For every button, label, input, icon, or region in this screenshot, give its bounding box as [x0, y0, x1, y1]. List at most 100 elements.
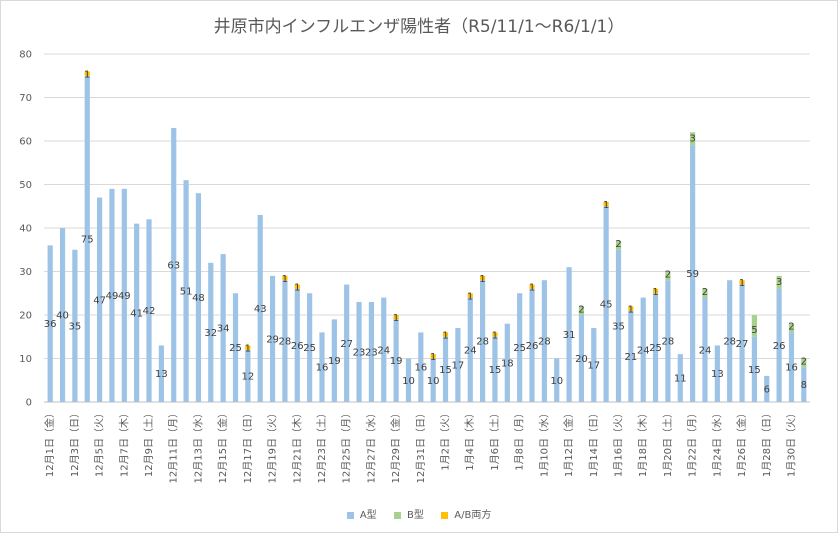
data-label: 34: [217, 324, 230, 335]
bar-segment: [751, 315, 757, 337]
bar-segment: [492, 336, 498, 402]
data-label: 17: [587, 361, 600, 372]
data-label: 2: [702, 287, 708, 298]
bar-segment: [751, 336, 757, 402]
x-tick-label: 12月23日（土）: [315, 408, 328, 483]
bar-segment: [480, 275, 486, 281]
bar-segment: [232, 293, 239, 402]
data-label: 29: [266, 334, 279, 345]
chart-title: 井原市内インフルエンザ陽性者（R5/11/1～R6/1/1）: [213, 17, 625, 37]
bar-segment: [492, 332, 498, 337]
bar-segment: [529, 288, 535, 402]
x-tick-label: 1月18日（木）: [637, 408, 649, 477]
bar-segment: [442, 336, 449, 402]
data-label: 31: [563, 330, 576, 341]
data-label: 3: [776, 277, 782, 288]
x-tick-label: 12月17日（日）: [242, 408, 254, 483]
bar-segment: [714, 345, 720, 402]
x-tick-label: 1月8日（月）: [514, 408, 526, 471]
data-label: 6: [764, 384, 770, 395]
data-label: 1: [628, 304, 634, 315]
data-label: 24: [637, 345, 650, 356]
bar-segment: [245, 349, 251, 402]
x-tick-label: 1月24日（水）: [711, 408, 723, 477]
x-tick-label: 12月9日（土）: [142, 408, 155, 477]
legend-item-b[interactable]: B型: [393, 506, 424, 521]
bar-segment: [368, 301, 374, 402]
y-tick-label: 60: [19, 137, 32, 148]
data-label: 28: [538, 337, 551, 348]
data-label: 23: [353, 347, 366, 358]
legend-swatch-a: [346, 511, 354, 519]
legend-label-b: B型: [407, 510, 424, 521]
data-label: 19: [328, 356, 341, 367]
x-tick-label: 12月3日（日）: [69, 408, 81, 477]
x-tick-label: 12月31日（日）: [415, 408, 427, 483]
bar-segment: [566, 267, 572, 402]
data-label: 15: [489, 365, 502, 376]
bar-segment: [529, 284, 535, 289]
x-tick-label: 12月25日（月）: [341, 408, 353, 483]
legend-item-ab[interactable]: A/B両方: [441, 506, 491, 521]
x-tick-label: 1月16日（火）: [613, 408, 625, 477]
x-tick-label: 1月14日（日）: [588, 408, 600, 477]
bar-segment: [97, 197, 103, 402]
legend-item-a[interactable]: A型: [346, 506, 377, 521]
data-label: 47: [93, 295, 106, 306]
x-tick-label: 12月1日（金）: [43, 408, 56, 477]
data-label: 10: [402, 376, 415, 387]
data-label: 2: [801, 357, 807, 368]
bar-segment: [739, 280, 745, 285]
x-tick-label: 1月22日（月）: [687, 408, 699, 477]
bar-segment: [307, 293, 313, 402]
x-tick-label: 1月26日（金）: [735, 408, 748, 477]
data-label: 49: [106, 291, 119, 302]
y-tick-label: 80: [19, 50, 32, 61]
bar-segment: [640, 297, 646, 402]
x-tick-label: 1月12日（金）: [562, 408, 575, 477]
x-tick-label: 12月19日（火）: [267, 408, 279, 483]
bar-segment: [455, 328, 461, 402]
data-label: 15: [748, 365, 761, 376]
bar-segment: [801, 358, 807, 368]
bar-segment: [72, 249, 78, 402]
bar-segment: [59, 228, 66, 402]
data-label: 19: [390, 356, 403, 367]
bar-segment: [615, 241, 622, 250]
bar-segment: [269, 275, 276, 402]
bar-segment: [393, 315, 399, 320]
data-label: 16: [414, 363, 427, 374]
data-label: 16: [785, 363, 798, 374]
data-label: 1: [492, 330, 498, 341]
data-label: 1: [84, 69, 90, 80]
data-label: 25: [229, 343, 242, 354]
bar-segment: [405, 358, 412, 402]
bar-segment: [331, 319, 337, 402]
bar-segment: [603, 201, 609, 207]
data-label: 28: [723, 337, 736, 348]
bar-segment: [665, 280, 671, 402]
data-label: 18: [501, 358, 514, 369]
bar-segment: [677, 354, 683, 402]
data-label: 45: [600, 300, 613, 311]
bar-segment: [294, 284, 300, 289]
bar-segment: [628, 310, 634, 402]
data-label: 26: [526, 341, 539, 352]
data-label: 42: [143, 306, 156, 317]
data-label: 15: [439, 365, 452, 376]
bar-segment: [764, 375, 770, 402]
bar-segment: [690, 145, 696, 402]
data-label: 25: [303, 343, 316, 354]
legend-label-ab: A/B両方: [454, 510, 492, 521]
bar-segment: [245, 345, 251, 350]
data-label: 35: [69, 321, 82, 332]
bar-segment: [467, 293, 473, 298]
data-label: 1: [529, 283, 535, 294]
bar-segment: [84, 71, 90, 76]
bar-segment: [702, 288, 708, 298]
data-label: 20: [575, 354, 588, 365]
data-label: 1: [739, 278, 745, 289]
data-label: 12: [241, 371, 254, 382]
